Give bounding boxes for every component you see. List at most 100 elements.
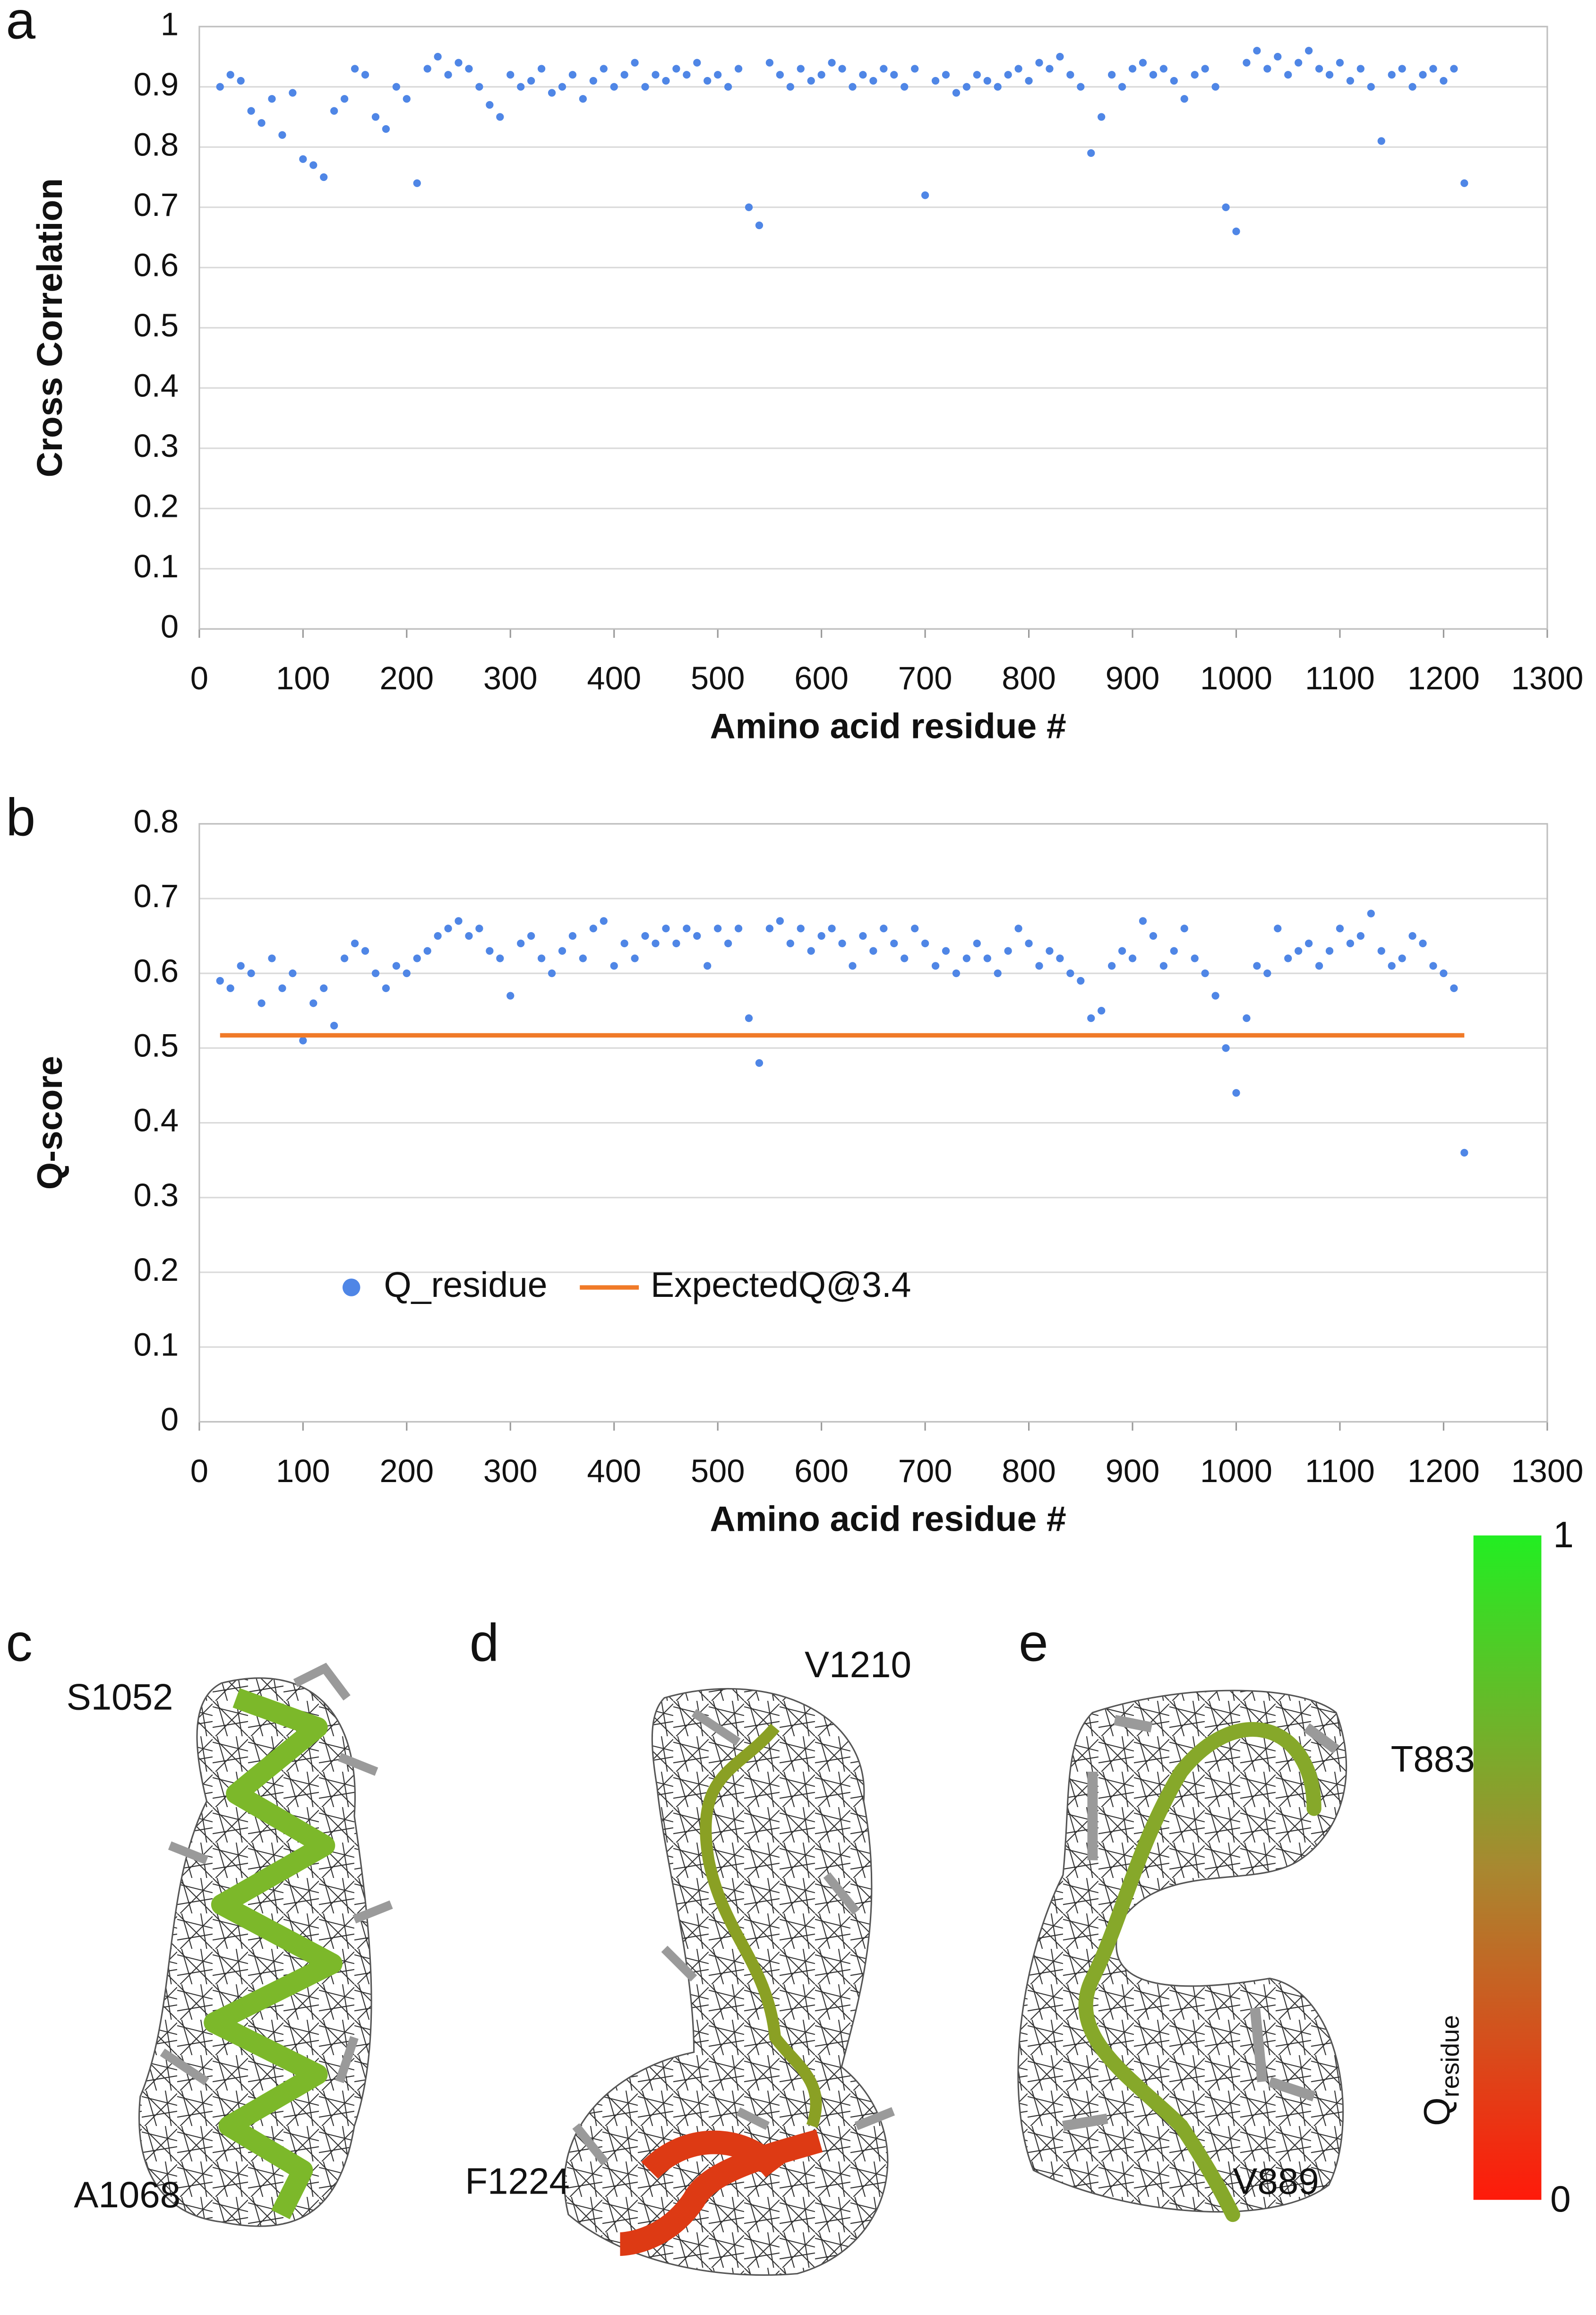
data-point	[859, 71, 867, 79]
data-point	[506, 992, 515, 1000]
data-point	[600, 65, 608, 73]
data-point	[299, 1037, 307, 1045]
data-point	[1398, 65, 1406, 73]
data-point	[1201, 65, 1209, 73]
residue-label: T883	[1391, 1738, 1475, 1780]
data-point	[828, 925, 836, 933]
data-point	[340, 95, 349, 103]
y-axis-title: Cross Correlation	[30, 178, 69, 477]
data-point	[672, 939, 680, 948]
x-tick-label: 1200	[1407, 1453, 1480, 1489]
data-point	[962, 83, 971, 91]
data-point	[838, 65, 846, 73]
x-tick-label: 1200	[1407, 660, 1480, 696]
y-tick-label: 0	[161, 608, 179, 644]
data-point	[1304, 939, 1313, 948]
panel-label: b	[6, 788, 35, 847]
data-point	[1367, 909, 1375, 917]
data-point	[289, 969, 297, 977]
y-tick-label: 1	[161, 6, 179, 42]
data-point	[911, 65, 919, 73]
y-tick-label: 0.5	[134, 307, 179, 343]
y-tick-label: 0.4	[134, 367, 179, 403]
chart: 0 0.1 0.2 0.3 0.4 0.5 0.6 0.7 0.8 0 100 200 300 400 50…	[6, 788, 1583, 1539]
data-point	[226, 984, 234, 992]
data-point	[942, 71, 950, 79]
x-tick-label: 1300	[1511, 1453, 1583, 1489]
data-point	[631, 59, 639, 67]
data-point	[237, 77, 245, 85]
data-point	[392, 962, 400, 970]
data-point	[1191, 71, 1199, 79]
data-point	[517, 939, 525, 948]
panel-d: d V1210 F1224	[465, 1613, 911, 2276]
y-tick-label: 0.2	[134, 1252, 179, 1288]
y-tick-label: 0.8	[134, 126, 179, 163]
y-tick-label: 0.4	[134, 1102, 179, 1139]
data-point	[1046, 947, 1054, 955]
data-point	[849, 83, 857, 91]
x-tick-label: 600	[794, 1453, 849, 1489]
data-point	[527, 77, 535, 85]
data-point	[880, 65, 888, 73]
data-point	[1336, 59, 1344, 67]
residue-label: F1224	[465, 2161, 569, 2202]
data-point	[237, 962, 245, 970]
x-tick-label: 800	[1002, 660, 1056, 696]
data-point	[1180, 925, 1188, 933]
data-point	[1253, 47, 1261, 55]
data-point	[714, 925, 722, 933]
data-point	[403, 969, 411, 977]
data-point	[734, 925, 743, 933]
data-point	[1222, 203, 1230, 211]
data-point	[371, 113, 380, 121]
data-point	[952, 89, 961, 97]
data-point	[486, 101, 494, 109]
data-point	[579, 95, 587, 103]
colorbar-title: Qresidue	[1416, 2015, 1465, 2126]
data-point	[890, 939, 898, 948]
data-point	[299, 155, 307, 163]
data-point	[1388, 962, 1396, 970]
data-point	[901, 954, 909, 962]
data-point	[558, 83, 566, 91]
x-tick-label: 1000	[1200, 1453, 1272, 1489]
data-point	[1440, 77, 1448, 85]
data-point	[1346, 939, 1355, 948]
data-point	[683, 71, 691, 79]
data-point	[724, 939, 732, 948]
panel-label: a	[6, 0, 35, 50]
side-chains	[160, 1663, 393, 2086]
data-point	[1460, 1149, 1468, 1157]
data-point	[641, 83, 649, 91]
data-point	[1211, 83, 1219, 91]
data-point	[247, 107, 255, 115]
data-point	[392, 83, 400, 91]
data-point	[859, 932, 867, 940]
data-point	[486, 947, 494, 955]
residue-label: V889	[1233, 2161, 1319, 2202]
data-point	[278, 984, 286, 992]
data-point	[589, 77, 597, 85]
data-point	[527, 932, 535, 940]
data-point	[361, 71, 369, 79]
data-point	[1108, 71, 1116, 79]
legend-label: Q_residue	[384, 1265, 547, 1304]
coil	[700, 1723, 822, 2128]
data-point	[1429, 65, 1437, 73]
density-mesh	[138, 1677, 372, 2227]
data-point	[1077, 977, 1085, 985]
data-point	[1077, 83, 1085, 91]
data-point	[962, 954, 971, 962]
data-point	[869, 947, 877, 955]
y-axis-title: Q-score	[30, 1056, 69, 1190]
data-point	[330, 107, 338, 115]
data-point	[579, 954, 587, 962]
data-point	[1066, 71, 1074, 79]
y-tick-label: 0.3	[134, 1177, 179, 1213]
data-point	[1035, 59, 1043, 67]
data-point	[537, 954, 546, 962]
data-point	[704, 962, 712, 970]
data-point	[1159, 962, 1167, 970]
